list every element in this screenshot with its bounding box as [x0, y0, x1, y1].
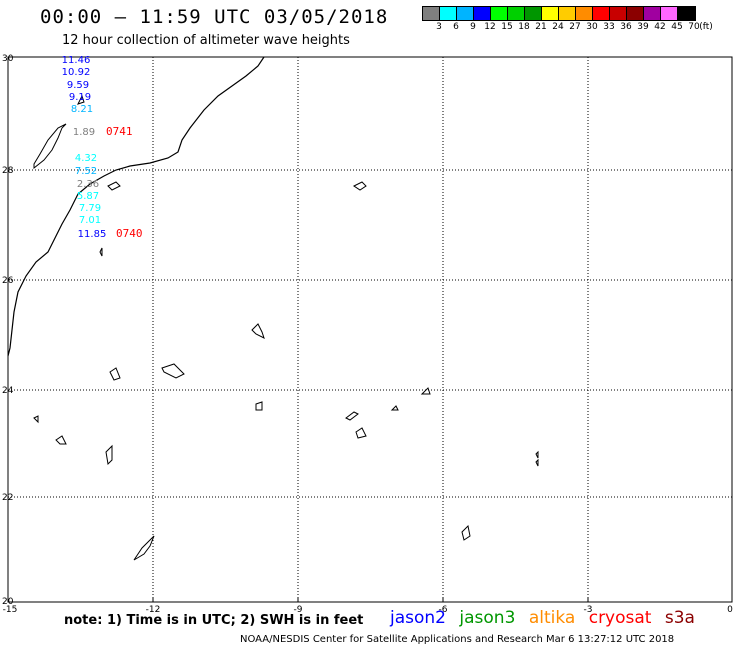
- lon-label-3: -3: [584, 605, 593, 615]
- legend-label: 12: [484, 22, 496, 32]
- legend-label: 30: [586, 22, 598, 32]
- obs-value: 11.85: [78, 229, 107, 240]
- legend-label: 18: [518, 22, 530, 32]
- legend-swatch: [644, 7, 661, 20]
- obs-value: 9.19: [69, 92, 91, 103]
- legend-label: 27: [569, 22, 581, 32]
- color-scale-labels: 3 6 9 12 15 18 21 24 27 30 33 36 39 42 45 70 (ft): [422, 22, 732, 34]
- lon-label-15: -15: [3, 605, 18, 615]
- obs-value: 7.52: [75, 166, 97, 177]
- legend-label: (ft): [699, 22, 713, 32]
- obs-time-label: 0740: [116, 227, 143, 240]
- island-r: [133, 535, 155, 561]
- map-frame: [7, 56, 733, 603]
- lon-label-0: 0: [727, 605, 733, 615]
- page-subtitle: 12 hour collection of altimeter wave hei…: [62, 33, 350, 48]
- legend-swatch: [559, 7, 576, 20]
- island-lanzarote: [33, 123, 67, 170]
- page-title: 00:00 – 11:59 UTC 03/05/2018: [40, 6, 389, 28]
- obs-value: 2.36: [77, 179, 99, 190]
- legend-swatch: [576, 7, 593, 20]
- legend-swatch: [593, 7, 610, 20]
- legend-swatch: [542, 7, 559, 20]
- island-c: [99, 247, 103, 257]
- lon-label-9: -9: [294, 605, 303, 615]
- legend-swatch: [610, 7, 627, 20]
- island-d: [251, 323, 265, 339]
- legend-swatch: [423, 7, 440, 20]
- obs-value: 11.46: [62, 55, 91, 66]
- legend-label: 6: [453, 22, 459, 32]
- island-j: [105, 444, 113, 466]
- satellite-jason3: jason3: [459, 608, 516, 628]
- island-a: [107, 181, 121, 191]
- legend-label: 24: [552, 22, 564, 32]
- obs-time-label: 0741: [106, 125, 133, 138]
- legend-swatch: [661, 7, 678, 20]
- units-note: note: 1) Time is in UTC; 2) SWH is in fe…: [64, 613, 364, 628]
- map-grid: [8, 57, 732, 602]
- credit-footer: NOAA/NESDIS Center for Satellite Applica…: [240, 634, 675, 645]
- legend-label: 3: [436, 22, 442, 32]
- africa-coastline: [7, 56, 265, 357]
- legend-swatch: [525, 7, 542, 20]
- obs-value: 7.01: [79, 215, 101, 226]
- island-e: [109, 367, 121, 381]
- lat-label-30: 30: [2, 54, 14, 64]
- lat-label-26: 26: [2, 276, 14, 286]
- island-outlines: [33, 94, 539, 561]
- island-o: [535, 450, 539, 459]
- satellite-jason2: jason2: [390, 608, 446, 628]
- lat-label-22: 22: [2, 493, 13, 503]
- satellite-cryosat: cryosat: [588, 608, 652, 628]
- island-n: [420, 387, 431, 395]
- legend-swatch: [491, 7, 508, 20]
- island-i: [55, 435, 67, 445]
- island-f: [161, 363, 185, 379]
- lon-label-12: -12: [146, 605, 161, 615]
- obs-value: 9.59: [67, 80, 89, 91]
- island-b: [353, 181, 367, 191]
- island-q: [461, 524, 471, 541]
- legend-label: 45: [671, 22, 683, 32]
- satellite-legend: jason2 jason3 altika cryosat s3a: [390, 608, 703, 628]
- island-k: [345, 411, 359, 421]
- legend-swatch: [457, 7, 474, 20]
- color-scale-legend: [422, 6, 696, 21]
- legend-swatch: [508, 7, 525, 20]
- satellite-s3a: s3a: [664, 608, 695, 628]
- island-m: [390, 405, 399, 411]
- obs-value: 5.87: [77, 191, 99, 202]
- map-ticks: [152, 598, 589, 602]
- legend-label: 42: [654, 22, 666, 32]
- legend-swatch: [627, 7, 644, 20]
- legend-label: 33: [603, 22, 615, 32]
- obs-value: 8.21: [71, 104, 93, 115]
- legend-label: 39: [637, 22, 649, 32]
- island-g: [255, 401, 263, 411]
- island-p: [535, 458, 539, 467]
- island-small-1: [77, 94, 85, 105]
- obs-value: 4.32: [75, 153, 97, 164]
- lat-label-20: 20: [2, 597, 14, 607]
- legend-label: 15: [501, 22, 513, 32]
- lat-label-24: 24: [2, 386, 14, 396]
- island-l: [355, 427, 367, 439]
- obs-value: 7.79: [79, 203, 101, 214]
- legend-label: 70: [688, 22, 700, 32]
- legend-swatch: [678, 7, 695, 20]
- legend-swatch: [474, 7, 491, 20]
- satellite-altika: altika: [528, 608, 576, 628]
- legend-swatch: [440, 7, 457, 20]
- legend-label: 21: [535, 22, 547, 32]
- legend-label: 9: [470, 22, 476, 32]
- lon-label-6: -6: [439, 605, 448, 615]
- legend-label: 36: [620, 22, 632, 32]
- obs-value: 1.89: [73, 127, 95, 138]
- lat-label-28: 28: [2, 166, 14, 176]
- island-h: [33, 415, 39, 424]
- obs-value: 10.92: [62, 67, 91, 78]
